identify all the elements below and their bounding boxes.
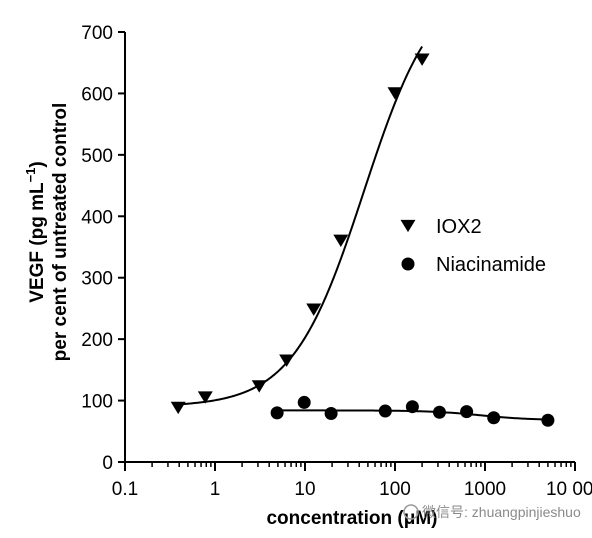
data-point-iox2 bbox=[279, 354, 295, 367]
y-axis-title: VEGF (pg mL−1) bbox=[23, 161, 48, 302]
watermark-text: 微信号: zhuangpinjieshuo bbox=[422, 504, 581, 520]
y-tick-label: 0 bbox=[102, 453, 113, 474]
y-tick-label: 300 bbox=[81, 269, 113, 290]
fit-curves bbox=[178, 46, 548, 421]
data-points bbox=[170, 53, 555, 427]
wechat-icon bbox=[403, 504, 419, 520]
data-point-niacinamide bbox=[324, 406, 338, 420]
data-point-iox2 bbox=[197, 391, 213, 404]
y-tick-label: 200 bbox=[81, 330, 113, 351]
y-tick-label: 100 bbox=[81, 392, 113, 413]
legend-label-niacinamide: Niacinamide bbox=[436, 254, 546, 276]
data-point-iox2 bbox=[387, 87, 403, 100]
watermark: 微信号: zhuangpinjieshuo bbox=[403, 504, 581, 520]
y-axis-title-end: ) bbox=[27, 161, 48, 167]
x-tick-label: 10 000 bbox=[546, 479, 592, 500]
fit-curve-iox2 bbox=[178, 46, 423, 406]
legend-marker-iox2 bbox=[400, 219, 416, 233]
x-tick-label: 1 bbox=[210, 479, 221, 500]
data-point-iox2 bbox=[306, 303, 322, 316]
y-axis-title-2: per cent of untreated control bbox=[50, 103, 71, 362]
y-tick-label: 400 bbox=[81, 207, 113, 228]
y-axis-title-sup: −1 bbox=[23, 168, 38, 183]
legend: IOX2 Niacinamide bbox=[400, 216, 546, 276]
data-point-niacinamide bbox=[270, 406, 284, 420]
y-tick-label: 700 bbox=[81, 23, 113, 44]
y-axis-title-line2: per cent of untreated control bbox=[50, 103, 71, 362]
data-point-niacinamide bbox=[432, 405, 446, 419]
data-point-iox2 bbox=[333, 234, 349, 248]
data-point-niacinamide bbox=[378, 404, 392, 418]
legend-marker-niacinamide bbox=[401, 257, 415, 271]
data-point-niacinamide bbox=[297, 395, 311, 409]
x-tick-label: 10 bbox=[294, 479, 315, 500]
x-tick-label: 1000 bbox=[464, 479, 506, 500]
x-tick-label: 100 bbox=[379, 479, 411, 500]
data-point-iox2 bbox=[414, 53, 430, 66]
data-point-niacinamide bbox=[405, 400, 419, 414]
data-point-niacinamide bbox=[541, 413, 555, 427]
axes bbox=[124, 32, 575, 463]
data-point-niacinamide bbox=[487, 411, 501, 425]
x-tick-label: 0.1 bbox=[112, 479, 138, 500]
y-tick-label: 600 bbox=[81, 84, 113, 105]
y-axis-title-main: VEGF (pg mL bbox=[27, 182, 48, 303]
legend-label-iox2: IOX2 bbox=[436, 216, 482, 238]
data-point-iox2 bbox=[251, 380, 267, 393]
ticks: 0 100 200 300 400 500 600 700 0.1 1 10 100 1000 10 00… bbox=[81, 23, 592, 500]
y-tick-label: 500 bbox=[81, 146, 113, 167]
data-point-niacinamide bbox=[460, 405, 474, 419]
x-axis-title: concentration (μM) bbox=[266, 508, 437, 529]
y-axis-title-line1: VEGF (pg mL−1) bbox=[23, 161, 48, 302]
data-point-iox2 bbox=[170, 401, 186, 415]
